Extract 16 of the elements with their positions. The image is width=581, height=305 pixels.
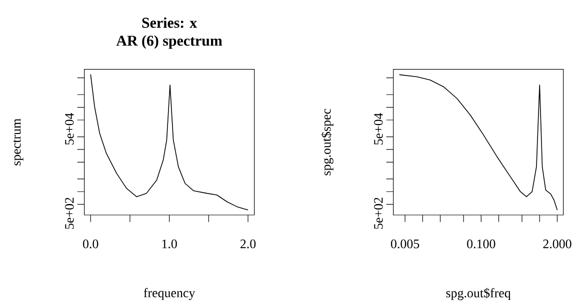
x-tick-label: 2.000	[543, 240, 572, 248]
chart-subtitle: AR (6) spectrum	[116, 35, 222, 49]
x-tick-label: 1.0	[162, 240, 177, 248]
y-tick-label: 5e+02	[65, 198, 74, 229]
y-tick-label: 5e+04	[374, 112, 383, 144]
y-axis-title: spectrum	[13, 118, 24, 166]
x-tick-label: 2.0	[240, 240, 256, 248]
chart-title: Series: x	[142, 17, 198, 28]
x-tick-label: 0.005	[390, 240, 420, 248]
x-tick-label: 0.100	[467, 240, 496, 248]
x-tick-label: 0.0	[83, 240, 98, 248]
y-tick-label: 5e+04	[65, 112, 74, 144]
x-axis-title: spg.out$freq	[446, 288, 511, 300]
y-axis-title: spg.out$spec	[321, 108, 334, 176]
x-axis-title: frequency	[144, 288, 196, 300]
y-tick-label: 5e+02	[374, 198, 383, 229]
